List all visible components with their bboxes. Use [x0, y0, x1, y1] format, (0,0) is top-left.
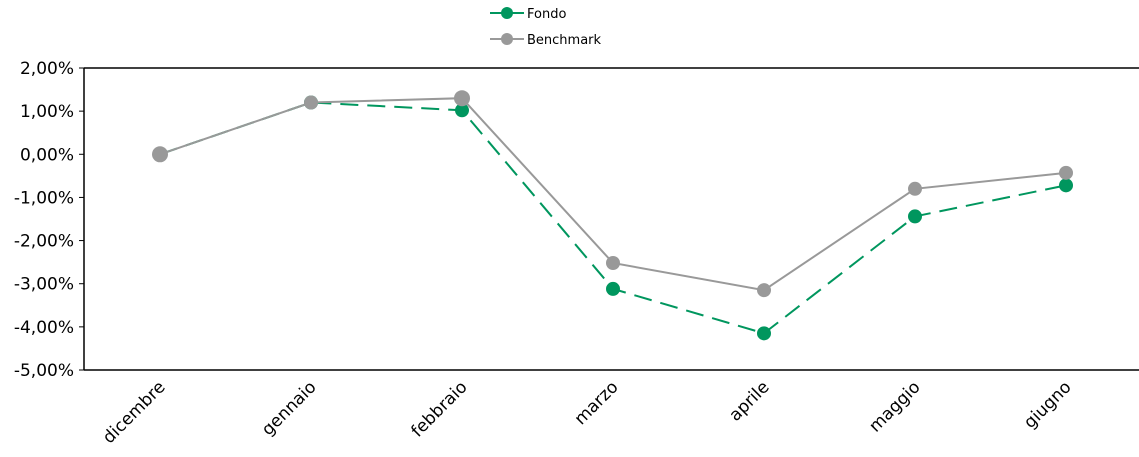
- data-point-fondo: [757, 326, 771, 341]
- x-tick-label: giugno: [1020, 377, 1075, 432]
- legend-item-fondo: Fondo: [490, 7, 566, 22]
- legend-label: Fondo: [527, 7, 566, 22]
- data-point-fondo: [1059, 178, 1073, 193]
- data-point-fondo: [606, 281, 620, 296]
- series-line-fondo: [159, 101, 1067, 335]
- data-point-fondo: [908, 209, 922, 224]
- y-tick-label: -3,00%: [14, 275, 74, 295]
- x-tick-label: maggio: [865, 377, 924, 436]
- data-point-benchmark: [454, 90, 470, 107]
- data-point-fondo: [455, 103, 469, 118]
- legend-label: Benchmark: [527, 33, 602, 48]
- data-point-benchmark: [152, 146, 168, 163]
- legend-marker: [501, 33, 513, 45]
- legend: Fondo Benchmark: [490, 7, 602, 48]
- y-tick-label: -2,00%: [14, 232, 74, 252]
- data-point-benchmark: [1059, 165, 1073, 180]
- category-labels: dicembre gennaio febbraio marzo aprile maggio…: [99, 377, 1076, 448]
- data-point-benchmark: [606, 256, 620, 271]
- x-tick-label: gennaio: [258, 377, 320, 439]
- x-tick-label: marzo: [571, 377, 623, 429]
- y-tick-label: -1,00%: [14, 188, 74, 208]
- y-tick-label: 0,00%: [20, 145, 74, 165]
- x-tick-label: dicembre: [99, 377, 170, 448]
- y-tick-label: 2,00%: [20, 59, 74, 79]
- legend-item-benchmark: Benchmark: [490, 33, 602, 48]
- x-tick-label: aprile: [725, 377, 773, 425]
- y-tick-label: -5,00%: [14, 361, 74, 381]
- data-point-benchmark: [908, 181, 922, 196]
- data-point-benchmark: [757, 283, 771, 298]
- data-point-benchmark: [304, 95, 318, 110]
- y-tick-label: -4,00%: [14, 318, 74, 338]
- axes: 2,00% 1,00% 0,00% -1,00% -2,00% -3,00% -4,00% -…: [14, 59, 1139, 381]
- series-fondo: [153, 95, 1073, 341]
- series-benchmark: [152, 90, 1073, 298]
- x-tick-label: febbraio: [407, 377, 471, 441]
- series-layer: [152, 90, 1073, 341]
- legend-marker: [501, 7, 513, 19]
- y-tick-label: 1,00%: [20, 102, 74, 122]
